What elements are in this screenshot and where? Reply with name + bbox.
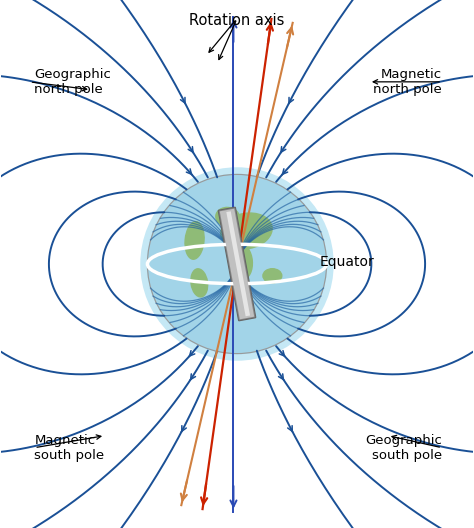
Ellipse shape: [185, 222, 204, 259]
FancyBboxPatch shape: [227, 211, 250, 316]
FancyBboxPatch shape: [218, 207, 256, 321]
Ellipse shape: [191, 269, 208, 297]
Ellipse shape: [216, 208, 239, 227]
Ellipse shape: [221, 213, 272, 249]
Ellipse shape: [263, 269, 282, 283]
Text: Geographic
north pole: Geographic north pole: [34, 68, 111, 96]
Text: Magnetic
south pole: Magnetic south pole: [34, 433, 104, 462]
Text: Geographic
south pole: Geographic south pole: [365, 433, 442, 462]
Circle shape: [147, 174, 327, 354]
Text: Magnetic
north pole: Magnetic north pole: [374, 68, 442, 96]
Circle shape: [140, 167, 334, 361]
Text: Equator: Equator: [319, 256, 374, 269]
Text: Rotation axis: Rotation axis: [189, 13, 285, 28]
FancyBboxPatch shape: [220, 209, 254, 319]
Ellipse shape: [231, 244, 252, 279]
